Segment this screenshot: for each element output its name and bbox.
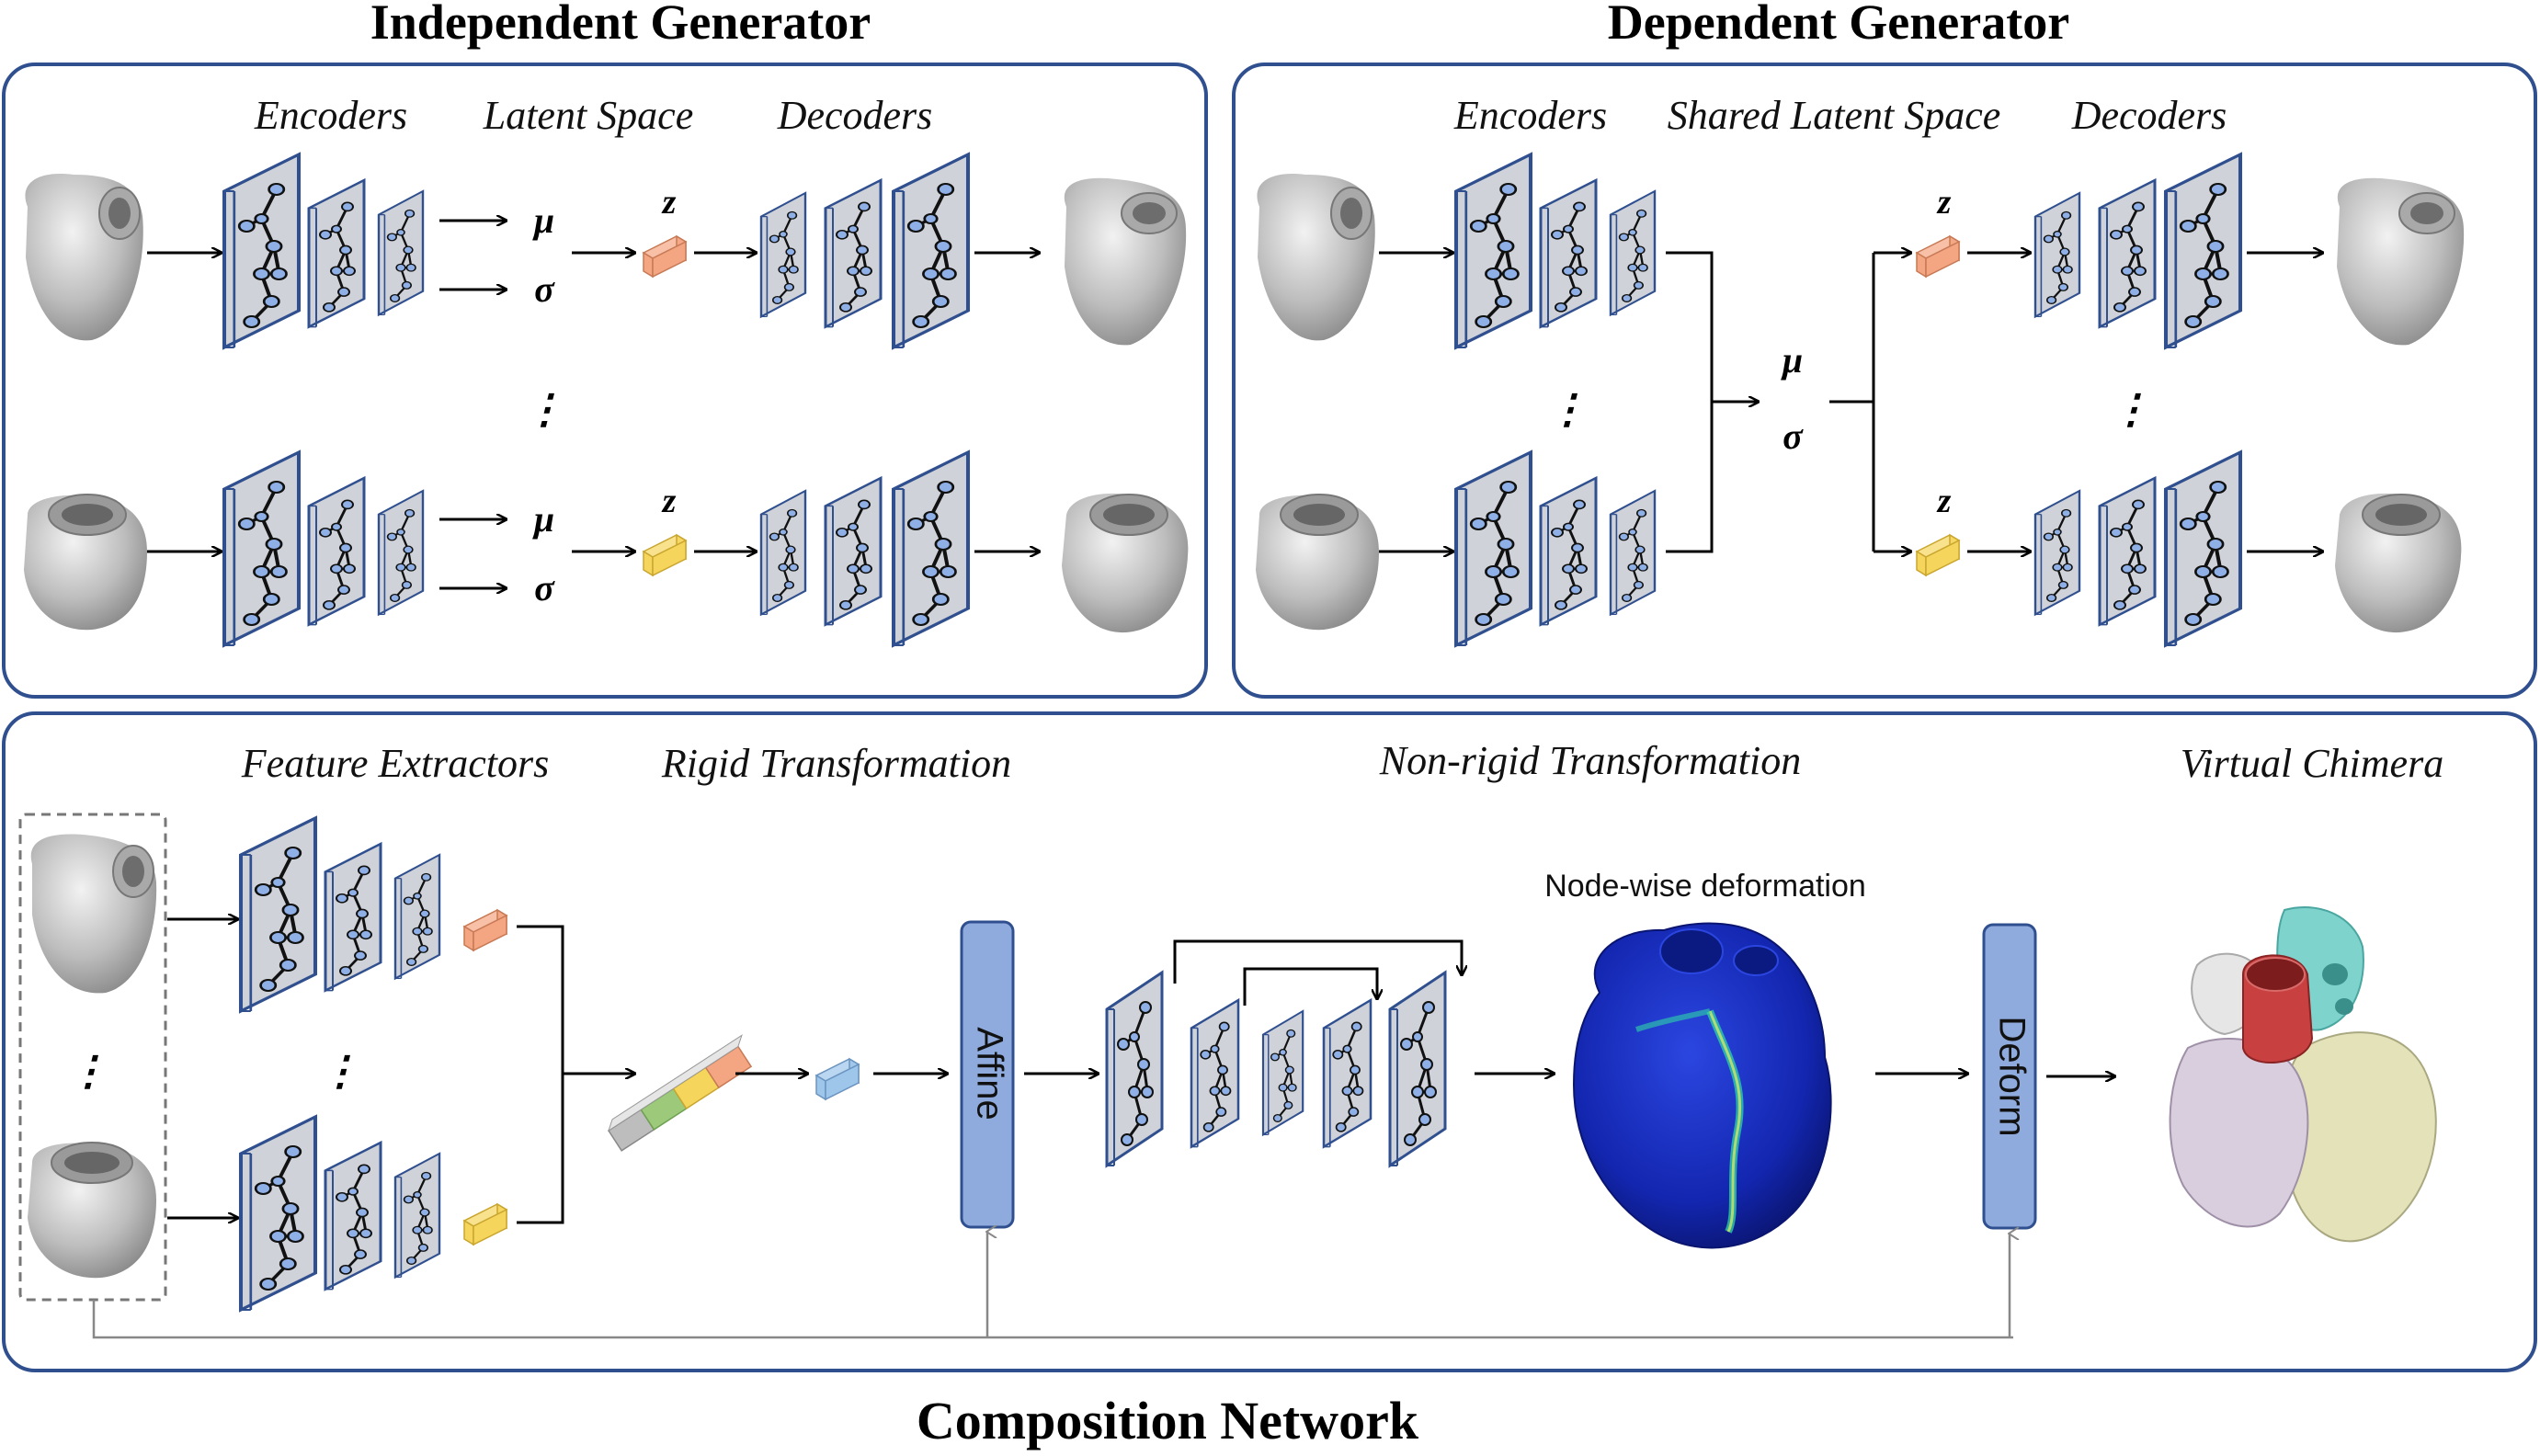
z-symbol: z bbox=[661, 482, 677, 520]
feature-extractors-label: Feature Extractors bbox=[241, 741, 549, 786]
composition-network: Feature Extractors Rigid Transformation … bbox=[18, 738, 2443, 1339]
input-mesh-2 bbox=[28, 1142, 156, 1279]
input-mesh-1 bbox=[30, 834, 157, 994]
nonrigid-transformation-label: Non-rigid Transformation bbox=[1379, 738, 1801, 783]
shared-latent-space-label: Shared Latent Space bbox=[1668, 93, 2001, 138]
input-mesh-2 bbox=[24, 494, 147, 631]
latent-space-label: Latent Space bbox=[483, 93, 694, 138]
sigma-symbol: σ bbox=[1783, 415, 1804, 457]
z-symbol: z bbox=[661, 183, 677, 222]
ellipsis: ⋮ bbox=[1547, 387, 1588, 432]
deform-module: Deform bbox=[1982, 923, 2037, 1230]
decoders-label: Decoders bbox=[2071, 93, 2227, 138]
encoders-label: Encoders bbox=[254, 93, 407, 138]
ellipsis: ⋮ bbox=[320, 1049, 360, 1094]
dependent-generator-panel bbox=[1232, 63, 2537, 699]
independent-generator: Encoders Latent Space Decoders μ σ z ⋮ bbox=[24, 93, 1189, 645]
input-mesh-1 bbox=[1257, 174, 1375, 341]
sigma-symbol: σ bbox=[534, 268, 555, 310]
rigid-transformation-label: Rigid Transformation bbox=[661, 741, 1011, 786]
dependent-generator-title: Dependent Generator bbox=[1608, 0, 2069, 50]
mu-symbol: μ bbox=[532, 498, 554, 540]
sigma-symbol: σ bbox=[534, 567, 555, 609]
concatenated-code bbox=[607, 1034, 753, 1152]
decoders-label: Decoders bbox=[777, 93, 933, 138]
input-mesh-1 bbox=[25, 174, 143, 341]
ellipsis: ⋮ bbox=[68, 1049, 108, 1094]
output-mesh-2 bbox=[1062, 493, 1189, 633]
composition-network-title: Composition Network bbox=[917, 1391, 1419, 1450]
virtual-chimera-label: Virtual Chimera bbox=[2181, 741, 2443, 786]
node-wise-deformation-label: Node-wise deformation bbox=[1544, 869, 1866, 904]
mu-symbol: μ bbox=[1781, 339, 1803, 381]
mu-symbol: μ bbox=[532, 199, 554, 241]
output-mesh-1 bbox=[1064, 177, 1187, 346]
output-mesh-2 bbox=[2335, 493, 2462, 633]
independent-generator-panel bbox=[2, 63, 1208, 699]
z-symbol: z bbox=[1936, 482, 1952, 520]
affine-module: Affine bbox=[960, 920, 1015, 1229]
output-mesh-1 bbox=[2337, 177, 2465, 346]
deform-label: Deform bbox=[1991, 1016, 2032, 1136]
independent-generator-title: Independent Generator bbox=[370, 0, 871, 50]
deformation-field-mesh bbox=[1572, 922, 1832, 1249]
z-symbol: z bbox=[1936, 183, 1952, 222]
input-mesh-2 bbox=[1256, 494, 1379, 631]
encoders-label: Encoders bbox=[1453, 93, 1607, 138]
ellipsis: ⋮ bbox=[524, 387, 564, 432]
dependent-generator: Encoders Shared Latent Space Decoders ⋮ … bbox=[1256, 93, 2465, 645]
affine-label: Affine bbox=[969, 1027, 1009, 1120]
virtual-chimera-mesh bbox=[2169, 905, 2437, 1243]
ellipsis: ⋮ bbox=[2111, 387, 2151, 432]
